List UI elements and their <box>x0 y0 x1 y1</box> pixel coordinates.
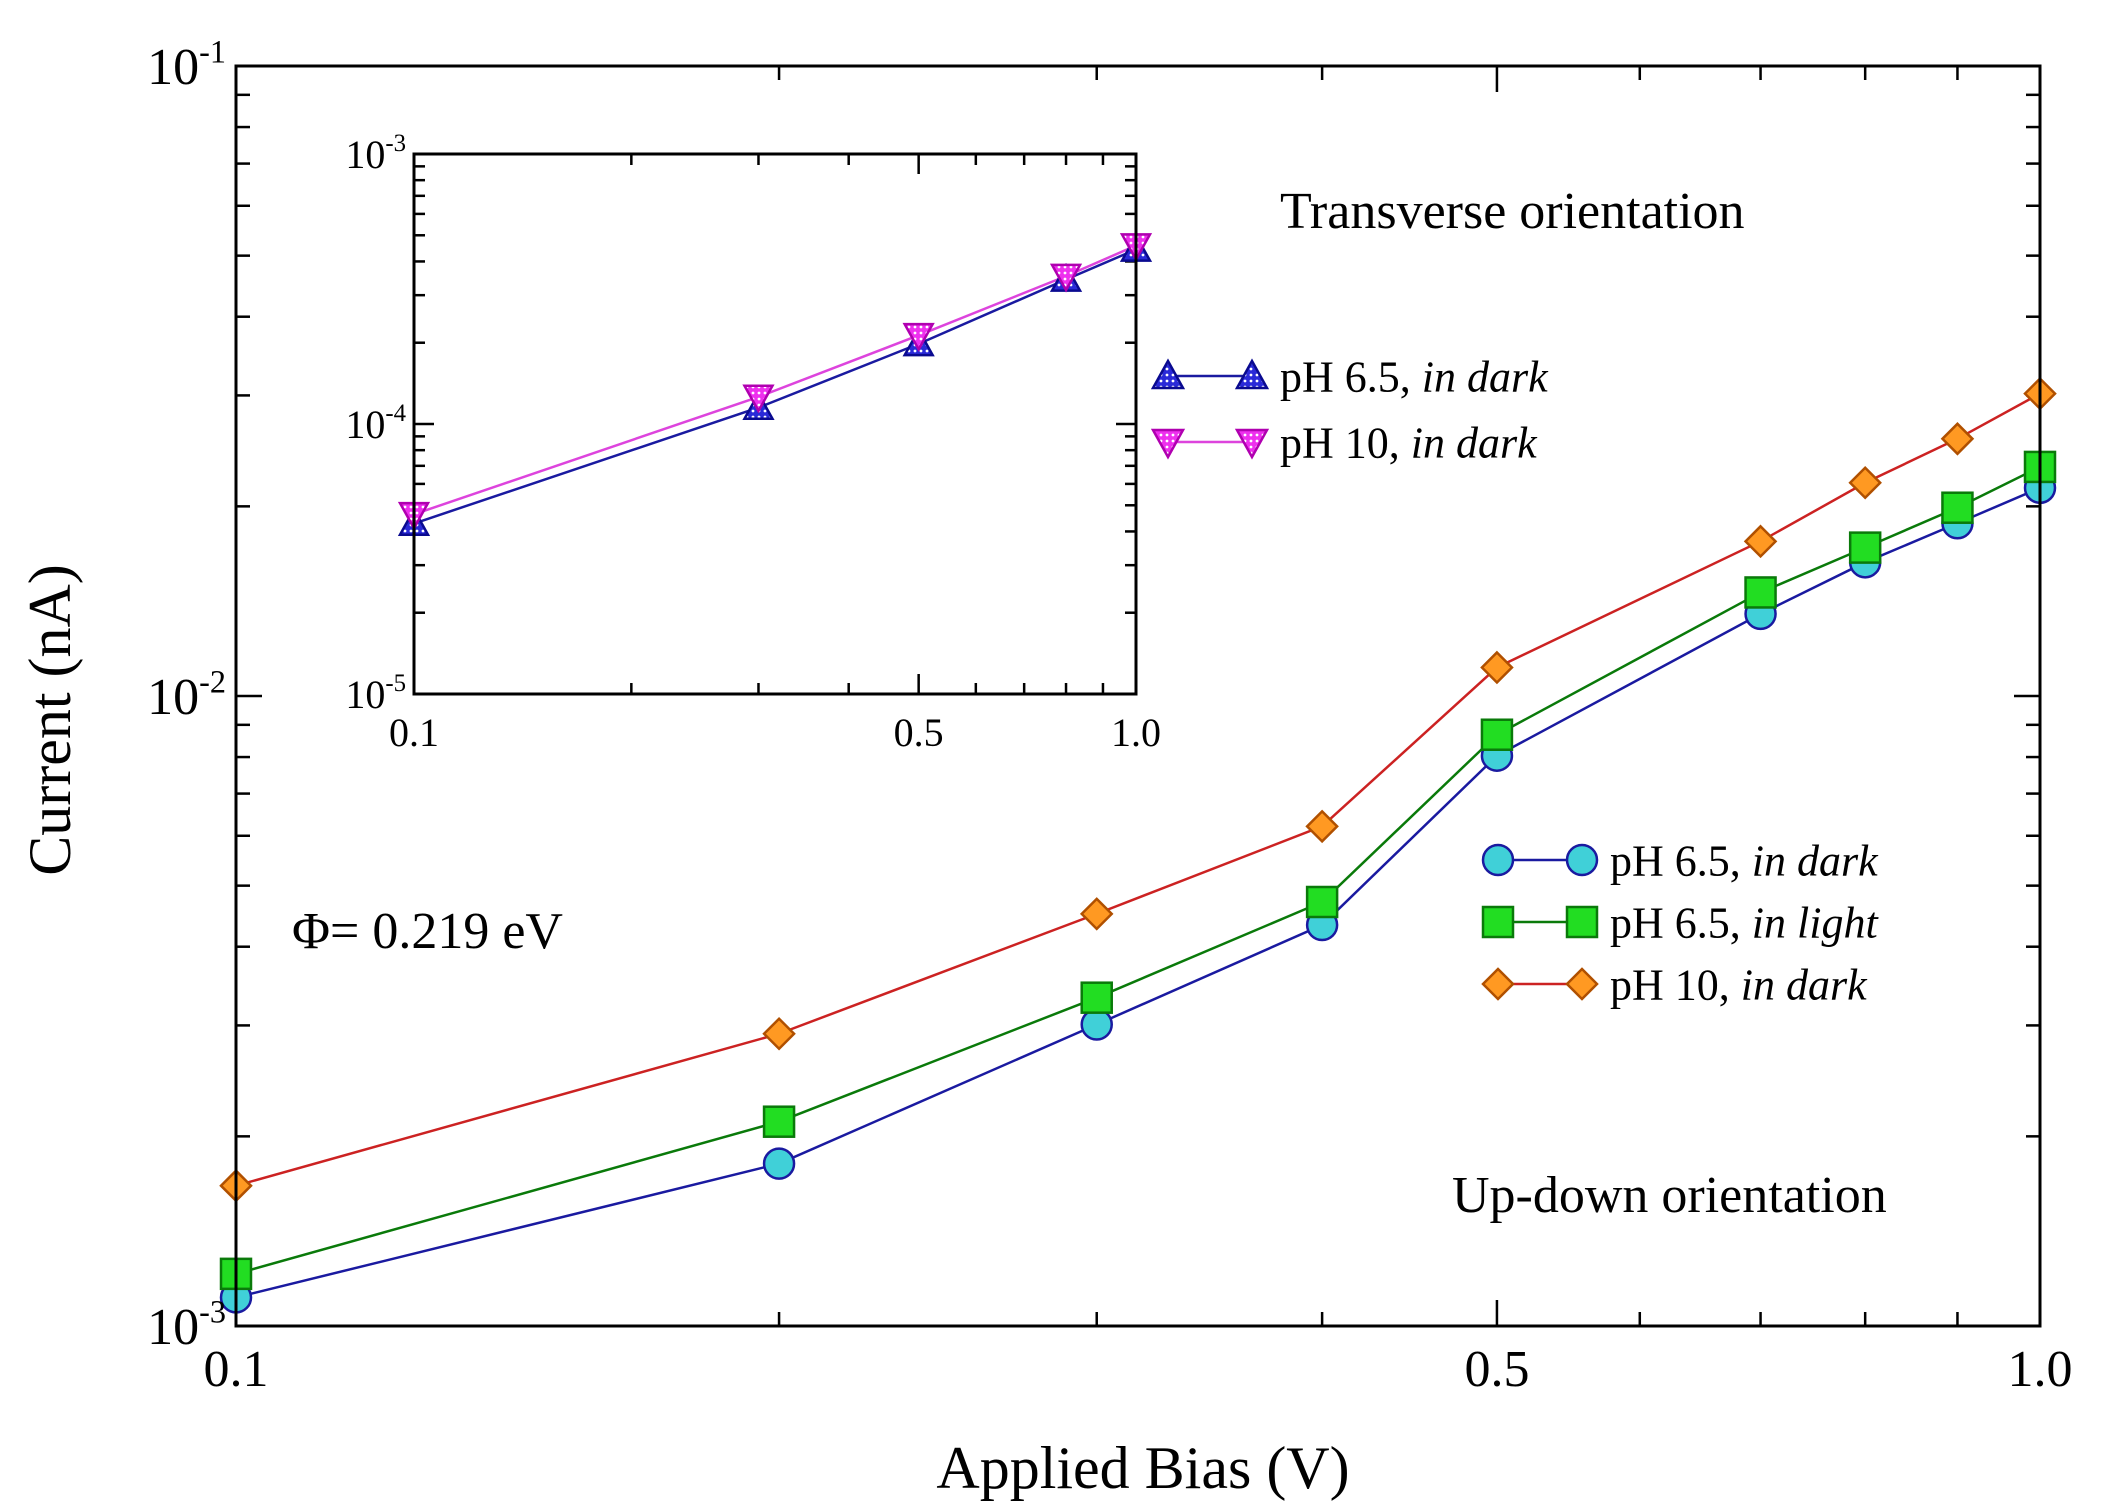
main-point-series-1 <box>1080 981 1113 1014</box>
main-legend-marker <box>1565 905 1599 939</box>
inset-legend-marker <box>1150 358 1186 390</box>
x-tick-label: 0.5 <box>1464 1341 1529 1398</box>
inset-legend: pH 6.5, in dark pH 10, in dark <box>1150 352 1549 467</box>
y-tick-label: 10-1 <box>147 33 226 96</box>
main-point-series-1 <box>1480 718 1514 751</box>
inset-series-markers <box>397 232 1153 536</box>
inset-legend-label: pH 6.5, in dark <box>1280 352 1549 401</box>
main-y-axis-label: Current (nA) <box>17 564 83 876</box>
main-point-series-1 <box>1941 491 1974 524</box>
main-x-axis-label: Applied Bias (V) <box>936 1435 1349 1501</box>
main-legend: pH 6.5, in dark pH 6.5, in light pH 10, in… <box>1481 836 1879 1009</box>
transverse-orientation-label: Transverse orientation <box>1280 183 1745 240</box>
main-point-series-1 <box>1305 885 1339 919</box>
inset-legend-label: pH 10, in dark <box>1280 418 1538 467</box>
main-point-series-2 <box>1079 897 1114 931</box>
main-legend-label: pH 6.5, in light <box>1610 898 1879 947</box>
main-plot: 0.1 0.5 1.0 10-3 10-2 10-1 Applied Bias (V) C… <box>17 33 2073 1501</box>
main-legend-marker <box>1565 967 1599 1001</box>
inset-legend-marker <box>1150 428 1186 460</box>
inset-background <box>414 154 1136 694</box>
main-point-series-2 <box>762 1016 796 1051</box>
inset-point-series-1 <box>742 384 775 414</box>
main-point-series-1 <box>1744 576 1777 609</box>
phi-annotation: Φ= 0.219 eV <box>292 903 563 960</box>
x-tick-label: 0.5 <box>894 710 944 755</box>
main-legend-marker <box>1565 843 1599 877</box>
main-point-series-2 <box>1940 422 1975 456</box>
main-legend-label: pH 6.5, in dark <box>1610 836 1879 885</box>
main-minor-ticks <box>234 64 2042 1328</box>
y-tick-label: 10-3 <box>345 130 406 177</box>
main-tick-labels: 0.1 0.5 1.0 10-3 10-2 10-1 <box>147 33 2072 1398</box>
x-tick-label: 0.1 <box>204 1341 269 1398</box>
main-plot-frame <box>234 64 2042 1328</box>
inset-legend-marker <box>1234 358 1270 390</box>
x-tick-label: 1.0 <box>2008 1341 2073 1398</box>
x-tick-label: 1.0 <box>1111 710 1161 755</box>
inset-plot: 0.1 0.5 1.010-510-410-3 <box>345 130 1161 755</box>
main-point-series-0 <box>762 1147 796 1180</box>
inset-tick-labels: 0.1 0.5 1.010-510-410-3 <box>345 130 1161 755</box>
y-tick-label: 10-3 <box>147 1293 226 1356</box>
main-point-series-0 <box>1080 1008 1113 1041</box>
main-point-series-1 <box>1848 531 1882 564</box>
main-legend-marker <box>1481 843 1515 877</box>
main-point-series-1 <box>762 1105 796 1138</box>
inset-point-series-1 <box>902 322 935 352</box>
inset-plot-frame <box>412 152 1138 696</box>
main-legend-label: pH 10, in dark <box>1610 960 1868 1009</box>
updown-orientation-label: Up-down orientation <box>1452 1167 1887 1224</box>
x-tick-label: 0.1 <box>389 710 439 755</box>
y-tick-label: 10-2 <box>147 663 226 726</box>
main-legend-marker <box>1481 905 1515 939</box>
main-point-series-2 <box>1848 466 1882 500</box>
inset-legend-marker <box>1234 428 1270 460</box>
main-point-series-2 <box>1480 650 1514 685</box>
y-tick-label: 10-4 <box>345 400 406 447</box>
inset-point-series-1 <box>1049 263 1083 293</box>
main-point-series-2 <box>1743 524 1778 559</box>
main-point-series-2 <box>1305 809 1339 844</box>
main-legend-marker <box>1481 967 1515 1001</box>
